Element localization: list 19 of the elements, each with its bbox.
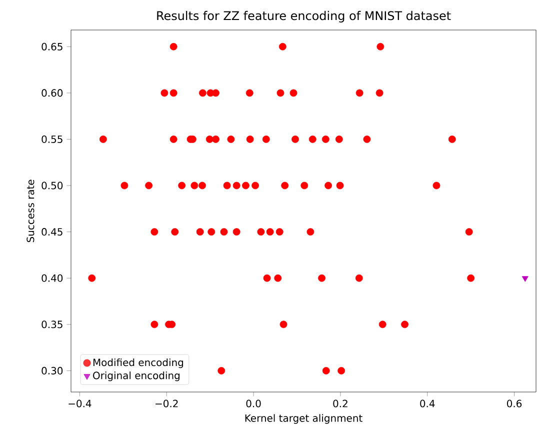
y-tick-label: 0.45 xyxy=(42,228,62,236)
x-tick-label: −0.4 xyxy=(68,400,92,408)
y-tick-label: 0.35 xyxy=(42,320,62,328)
x-tick-label: 0.6 xyxy=(507,400,522,408)
x-tick-label: 0.4 xyxy=(420,400,435,408)
y-tick-label: 0.65 xyxy=(42,42,62,50)
y-axis-title: Success rate xyxy=(26,180,34,242)
legend-label: Modified encoding xyxy=(93,358,184,368)
y-tick-label: 0.40 xyxy=(42,274,63,282)
x-axis-title: Kernel target alignment xyxy=(245,414,362,424)
legend-label: Original encoding xyxy=(93,372,180,382)
y-tick-label: 0.60 xyxy=(42,89,63,97)
chart-title: Results for ZZ feature encoding of MNIST dataset xyxy=(157,10,451,22)
x-tick-label: 0.2 xyxy=(333,400,348,408)
x-tick-label: 0.0 xyxy=(246,400,261,408)
x-tick-label: −0.2 xyxy=(156,400,178,408)
y-tick-label: 0.55 xyxy=(42,135,62,144)
y-tick-label: 0.50 xyxy=(42,182,63,190)
y-tick-label: 0.30 xyxy=(42,366,63,374)
